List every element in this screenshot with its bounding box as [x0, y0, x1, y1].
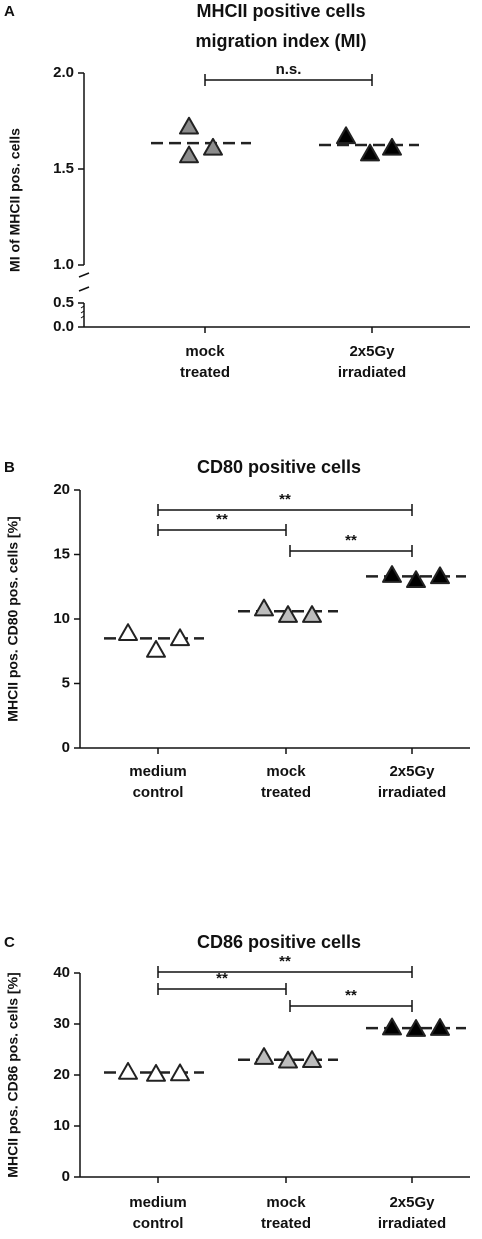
y-tick-label: 5: [62, 674, 70, 691]
x-tick-label: irradiated: [378, 784, 446, 801]
x-tick-label: treated: [261, 784, 311, 801]
data-point: [382, 137, 402, 156]
data-point: [360, 143, 380, 162]
x-tick-label: 2x5Gy: [389, 1194, 435, 1211]
x-tick-label: control: [133, 1215, 184, 1232]
data-point: [146, 639, 166, 658]
data-point: [118, 1061, 138, 1080]
significance-label: **: [345, 987, 357, 1004]
y-tick-label: 2.0: [53, 64, 74, 81]
data-point: [430, 1018, 450, 1036]
data-point: [170, 628, 190, 647]
axis-break: [80, 305, 85, 309]
x-tick-label: medium: [129, 1194, 187, 1211]
panel-letter: C: [4, 934, 15, 951]
x-tick-label: 2x5Gy: [349, 343, 395, 360]
significance-label: n.s.: [276, 61, 302, 78]
y-tick-label: 10: [53, 1117, 70, 1134]
x-tick-label: irradiated: [378, 1215, 446, 1232]
significance-label: **: [279, 953, 291, 970]
data-point: [254, 1047, 274, 1065]
chart-title: MHCII positive cells: [196, 1, 365, 21]
y-tick-label: 1.5: [53, 160, 74, 177]
significance-label: **: [279, 491, 291, 508]
x-tick-label: 2x5Gy: [389, 763, 435, 780]
data-point: [406, 1019, 426, 1037]
data-point: [382, 565, 402, 583]
y-axis-title: MHCII pos. CD80 pos. cells [%]: [5, 516, 21, 721]
data-point: [302, 1050, 322, 1068]
data-point: [146, 1063, 166, 1082]
x-tick-label: treated: [180, 364, 230, 381]
axis-break: [78, 286, 90, 292]
x-tick-label: mock: [266, 763, 306, 780]
chart-title: migration index (MI): [196, 31, 367, 51]
chart-title: CD80 positive cells: [197, 457, 361, 477]
y-tick-label: 1.0: [53, 256, 74, 273]
x-tick-label: medium: [129, 763, 187, 780]
x-tick-label: mock: [266, 1194, 306, 1211]
data-point: [254, 598, 274, 617]
x-tick-label: irradiated: [338, 364, 406, 381]
y-tick-label: 0.0: [53, 318, 74, 335]
data-point: [278, 1050, 298, 1069]
data-point: [170, 1063, 190, 1082]
significance-label: **: [216, 511, 228, 528]
data-point: [302, 605, 322, 623]
data-point: [430, 566, 450, 585]
data-point: [179, 145, 199, 164]
axis-break: [78, 272, 90, 278]
y-tick-label: 15: [53, 545, 70, 562]
axis-break: [80, 315, 85, 319]
y-axis-title: MHCII pos. CD86 pos. cells [%]: [5, 972, 21, 1177]
data-point: [179, 116, 199, 135]
data-point: [336, 126, 356, 145]
x-tick-label: mock: [185, 343, 225, 360]
y-tick-label: 0.5: [53, 294, 74, 311]
panel-letter: A: [4, 3, 15, 20]
significance-label: **: [345, 532, 357, 549]
data-point: [406, 570, 426, 589]
axis-break: [80, 310, 85, 314]
y-tick-label: 0: [62, 739, 70, 756]
data-point: [203, 137, 223, 156]
x-tick-label: control: [133, 784, 184, 801]
y-tick-label: 30: [53, 1015, 70, 1032]
chart-title: CD86 positive cells: [197, 932, 361, 952]
x-tick-label: treated: [261, 1215, 311, 1232]
data-point: [118, 623, 138, 641]
panel-letter: B: [4, 459, 15, 476]
data-point: [278, 605, 298, 623]
data-point: [382, 1017, 402, 1036]
y-tick-label: 40: [53, 964, 70, 981]
y-tick-label: 20: [53, 481, 70, 498]
y-tick-label: 0: [62, 1168, 70, 1185]
y-axis-title: MI of MHCII pos. cells: [7, 128, 23, 272]
y-tick-label: 20: [53, 1066, 70, 1083]
significance-label: **: [216, 970, 228, 987]
y-tick-label: 10: [53, 610, 70, 627]
